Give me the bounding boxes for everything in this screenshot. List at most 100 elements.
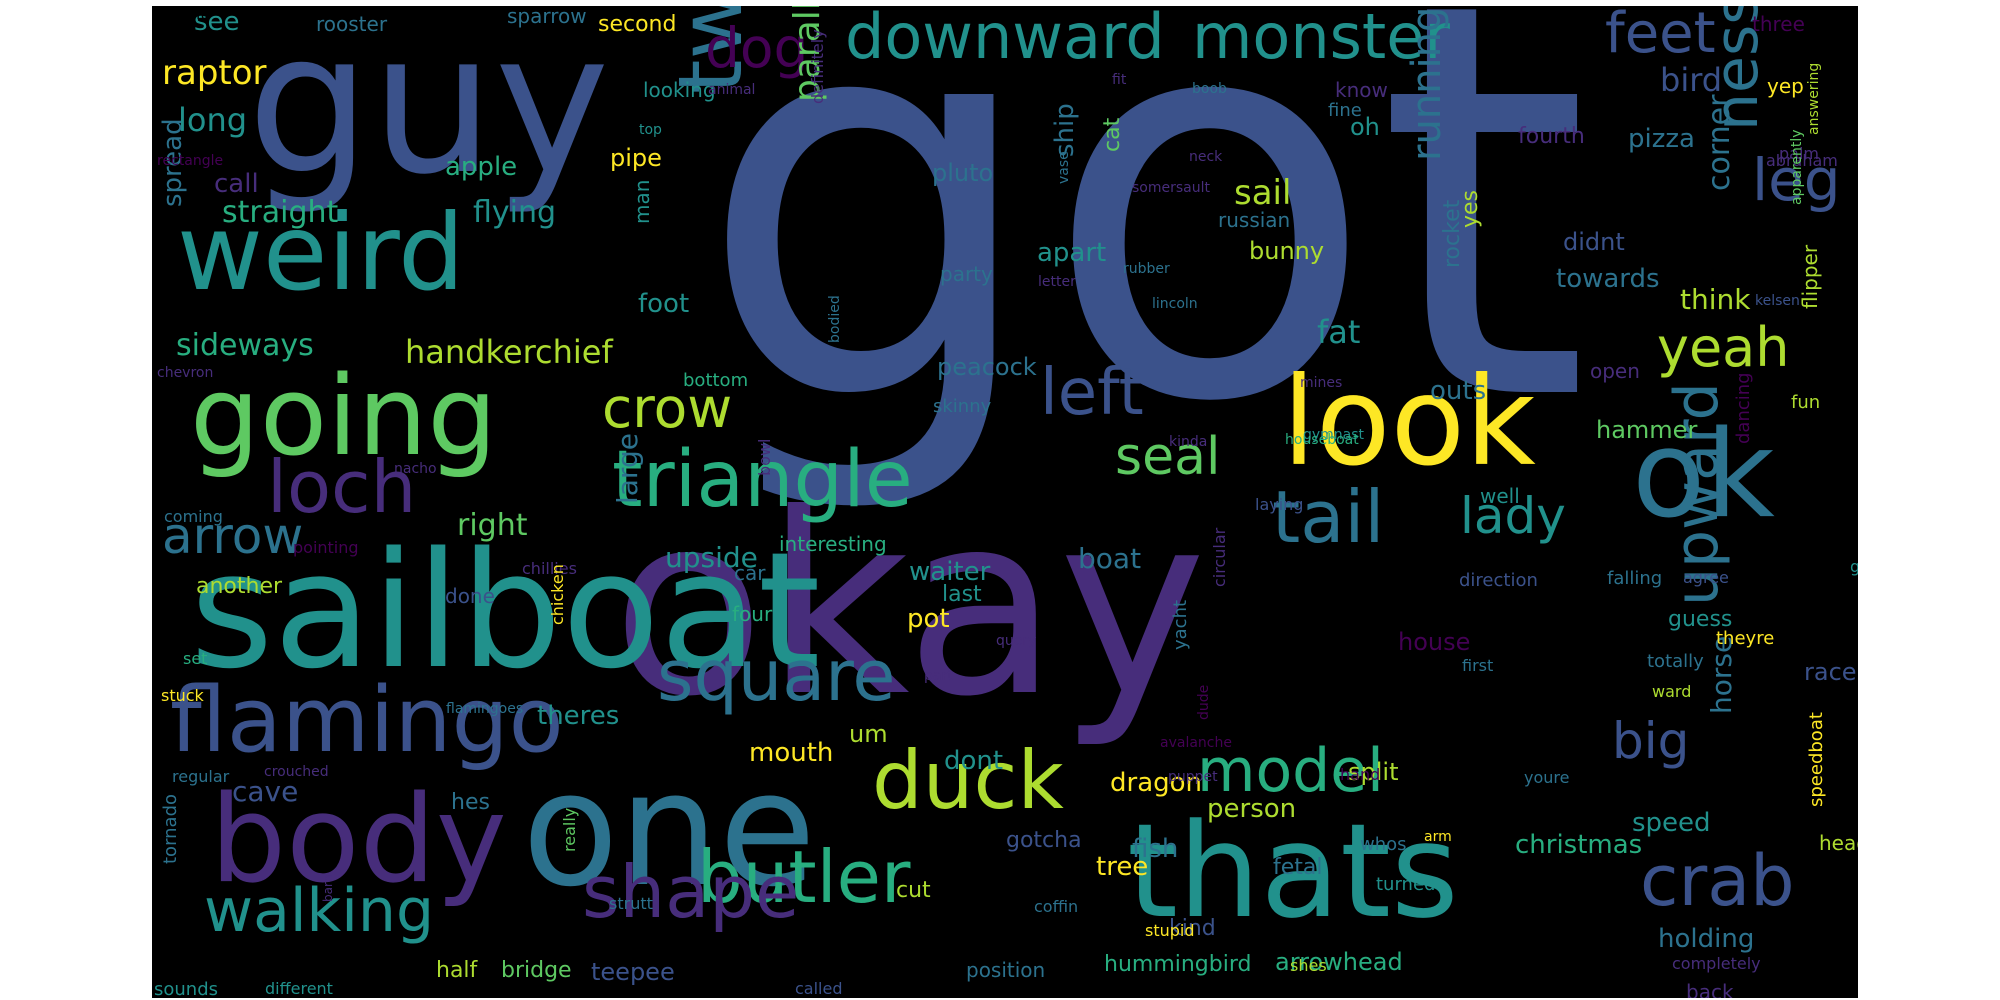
- word-waiter: waiter: [909, 557, 991, 587]
- word-head: head: [1819, 831, 1858, 855]
- word-hes: hes: [451, 790, 490, 815]
- word-chevron: chevron: [157, 365, 214, 381]
- word-part: part: [924, 668, 953, 684]
- word-open: open: [1590, 359, 1640, 383]
- word-long: long: [178, 101, 248, 139]
- word-skinny: skinny: [933, 396, 992, 417]
- word-fat: fat: [1317, 313, 1361, 351]
- word-really: really: [560, 807, 579, 852]
- word-flying: flying: [473, 195, 557, 230]
- word-dude: dude: [1196, 684, 1212, 720]
- word-towards: towards: [1556, 264, 1660, 294]
- word-top: top: [639, 122, 662, 138]
- word-holding: holding: [1658, 924, 1755, 954]
- word-somersault: somersault: [1132, 180, 1210, 196]
- word-split: split: [1348, 758, 1399, 786]
- word-tail: tail: [1272, 475, 1385, 559]
- word-fourth: fourth: [1518, 124, 1585, 149]
- word-completely: completely: [1672, 954, 1761, 973]
- word-guess: guess: [1668, 607, 1733, 632]
- word-guy: guy: [247, 6, 610, 217]
- word-running: running: [1404, 6, 1450, 161]
- word-lady: lady: [1460, 487, 1566, 545]
- word-abraham: abraham: [1766, 151, 1838, 170]
- word-regular: regular: [172, 767, 230, 786]
- word-youre: youre: [1524, 768, 1570, 787]
- word-coming: coming: [164, 507, 223, 526]
- word-stupid: stupid: [1145, 921, 1195, 940]
- word-bodied: bodied: [827, 295, 843, 343]
- word-barn: barn: [321, 874, 335, 902]
- word-going: going: [190, 352, 498, 480]
- word-hand: hand: [1340, 765, 1381, 784]
- word-done: done: [445, 584, 495, 608]
- word-sideways: sideways: [176, 328, 314, 363]
- word-interesting: interesting: [779, 532, 887, 556]
- word-fun: fun: [1791, 392, 1821, 413]
- word-square: square: [657, 635, 896, 717]
- word-bottom: bottom: [683, 370, 749, 391]
- word-totally: totally: [1647, 651, 1704, 672]
- word-pizza: pizza: [1628, 124, 1695, 154]
- word-mouth: mouth: [749, 738, 834, 768]
- word-yacht: yacht: [1170, 599, 1191, 650]
- word-rectangle: rectangle: [157, 153, 224, 169]
- word-race: race: [1804, 658, 1857, 686]
- word-doesnt: doesnt: [152, 6, 207, 23]
- word-call: call: [214, 169, 259, 199]
- word-coffin: coffin: [1034, 897, 1079, 916]
- word-cut: cut: [896, 878, 931, 903]
- word-kinda: kinda: [1169, 434, 1208, 450]
- word-yeah: yeah: [1657, 316, 1790, 379]
- word-vase: vase: [1056, 151, 1072, 184]
- word-nacho: nacho: [394, 461, 437, 477]
- word-rooster: rooster: [316, 12, 388, 36]
- word-palm: palm: [1779, 144, 1819, 163]
- word-falling: falling: [1607, 568, 1663, 589]
- word-gotcha: gotcha: [1006, 828, 1082, 853]
- word-teepee: teepee: [591, 958, 675, 986]
- word-sounds: sounds: [154, 979, 219, 999]
- word-car: car: [734, 561, 766, 585]
- word-gymnast: gymnast: [1303, 427, 1365, 443]
- word-see: see: [194, 7, 240, 37]
- word-look: look: [1282, 351, 1536, 493]
- word-arm: arm: [1424, 829, 1452, 845]
- word-weird: weird: [177, 192, 465, 314]
- word-chillies: chillies: [522, 559, 577, 578]
- word-raptor: raptor: [162, 53, 267, 93]
- word-flamingo: flamingo: [170, 668, 564, 773]
- word-whos: whos: [1360, 834, 1407, 855]
- word-cloud: got okay sailboat guy one thats weird go…: [152, 6, 1858, 998]
- word-big: big: [1612, 712, 1690, 770]
- word-sparrow: sparrow: [507, 6, 587, 28]
- word-duck: duck: [872, 734, 1064, 827]
- word-bridge: bridge: [501, 958, 572, 983]
- word-bird: bird: [1660, 61, 1723, 99]
- word-second: second: [598, 12, 677, 37]
- word-agree: agree: [1683, 568, 1729, 587]
- word-letter: letter: [1038, 274, 1076, 290]
- word-foot: foot: [638, 289, 690, 319]
- word-another: another: [196, 574, 283, 599]
- word-feet: feet: [1605, 6, 1716, 66]
- word-ship: ship: [1050, 103, 1080, 157]
- word-cave: cave: [232, 775, 299, 808]
- word-arrowhead: arrowhead: [1275, 948, 1403, 976]
- word-pipe: pipe: [610, 144, 662, 172]
- word-kelsen: kelsen: [1755, 293, 1800, 309]
- word-ok: ok: [1632, 406, 1775, 545]
- word-rocket: rocket: [1440, 199, 1465, 268]
- word-oh: oh: [1350, 113, 1380, 141]
- word-crow: crow: [602, 376, 733, 440]
- word-flamingoes: flamingoes: [446, 701, 524, 717]
- word-apparently: apparently: [1789, 129, 1805, 205]
- word-lincoln: lincoln: [1152, 296, 1198, 312]
- word-tree: tree: [1096, 852, 1149, 882]
- word-dancing: dancing: [1733, 372, 1754, 444]
- word-set: set: [183, 649, 208, 668]
- word-rubber: rubber: [1123, 261, 1170, 277]
- word-loch: loch: [267, 445, 417, 529]
- word-fetal: fetal: [1273, 855, 1323, 880]
- word-avalanche: avalanche: [1160, 735, 1232, 751]
